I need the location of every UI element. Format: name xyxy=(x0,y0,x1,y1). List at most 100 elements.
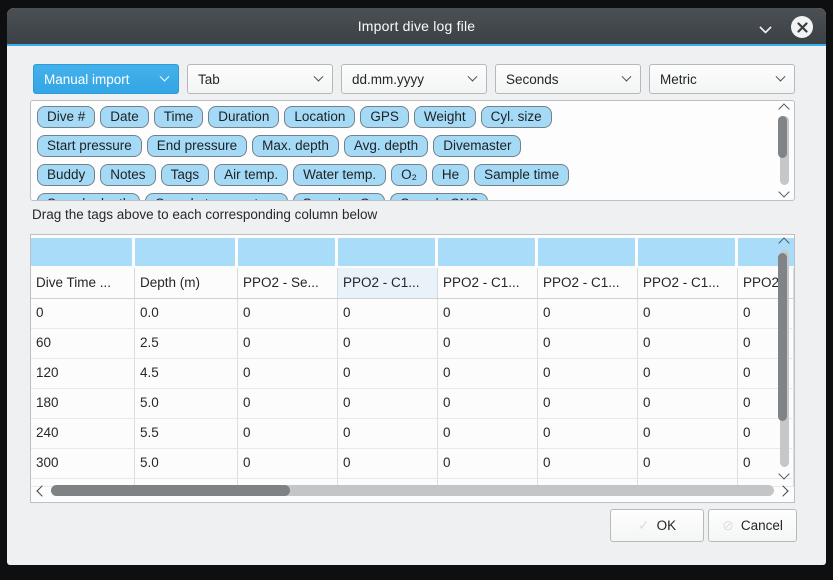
table-horizontal-scrollbar[interactable] xyxy=(35,482,790,499)
scroll-up-icon[interactable] xyxy=(778,237,790,249)
table-cell: 0 xyxy=(638,329,738,358)
table-cell: 0 xyxy=(238,389,338,418)
table-cell: 0 xyxy=(438,449,538,478)
date-format-dropdown[interactable]: dd.mm.yyyy xyxy=(341,64,487,94)
shade-window-icon[interactable] xyxy=(759,21,772,34)
close-button[interactable] xyxy=(791,16,813,38)
table-cell xyxy=(31,479,135,486)
tag-notes[interactable]: Notes xyxy=(100,164,156,186)
table-cell: 0 xyxy=(338,389,438,418)
table-cell: 0 xyxy=(338,299,438,328)
dropdown-value: Tab xyxy=(198,71,220,87)
table-cell: 0 xyxy=(238,299,338,328)
dropdown-value: dd.mm.yyyy xyxy=(352,71,425,87)
ok-button[interactable]: ✓ OK xyxy=(610,509,704,542)
scroll-up-icon[interactable] xyxy=(778,103,790,115)
table-cell: 0 xyxy=(738,299,794,328)
tag-end-pressure[interactable]: End pressure xyxy=(146,135,248,157)
column-header: PPO2 xyxy=(738,268,794,298)
table-cell: 120 xyxy=(31,359,135,388)
table-cell: 0.0 xyxy=(135,299,238,328)
import-mode-dropdown[interactable]: Manual import xyxy=(33,64,179,94)
drop-target-column-6[interactable] xyxy=(638,238,735,266)
table-cell xyxy=(438,479,538,486)
tag-sample-depth[interactable]: Sample depth xyxy=(37,193,141,200)
tag-buddy[interactable]: Buddy xyxy=(37,164,96,186)
table-cell: 0 xyxy=(738,419,794,448)
table-cell: 0 xyxy=(638,299,738,328)
table-cell: 0 xyxy=(738,389,794,418)
tag-sample-cns[interactable]: Sample CNS xyxy=(390,193,489,200)
import-dive-log-dialog: Import dive log file Manual import Tab d… xyxy=(7,8,826,565)
tag-rows: Dive # Date Time Duration Location GPS Weight C… xyxy=(35,104,774,200)
tag-avg-depth[interactable]: Avg. depth xyxy=(343,135,429,157)
scrollbar-thumb[interactable] xyxy=(51,485,290,496)
table-row: 0 0.0 0 0 0 0 0 0 xyxy=(31,299,794,329)
table-cell: 240 xyxy=(31,419,135,448)
tag-weight[interactable]: Weight xyxy=(413,106,476,128)
table-row: 240 5.5 0 0 0 0 0 0 xyxy=(31,419,794,449)
table-cell: 180 xyxy=(31,389,135,418)
tag-he[interactable]: He xyxy=(431,164,470,186)
scroll-down-icon[interactable] xyxy=(778,468,790,480)
tag-start-pressure[interactable]: Start pressure xyxy=(37,135,142,157)
drop-target-column-1[interactable] xyxy=(135,238,235,266)
tag-date[interactable]: Date xyxy=(100,106,149,128)
ok-button-label: OK xyxy=(656,518,677,533)
table-cell: 60 xyxy=(31,329,135,358)
dropdown-value: Manual import xyxy=(44,71,130,87)
drop-target-column-0[interactable] xyxy=(31,238,132,266)
tag-tags[interactable]: Tags xyxy=(160,164,210,186)
table-cell: 300 xyxy=(31,449,135,478)
scrollbar-thumb[interactable] xyxy=(778,253,787,421)
column-header: PPO2 - Se... xyxy=(238,268,338,298)
tag-air-temp-[interactable]: Air temp. xyxy=(214,164,289,186)
titlebar: Import dive log file xyxy=(7,8,826,46)
drop-target-column-5[interactable] xyxy=(538,238,635,266)
tag-sample-time[interactable]: Sample time xyxy=(474,164,570,186)
table-cell: 0 xyxy=(238,359,338,388)
tag-cyl-size[interactable]: Cyl. size xyxy=(480,106,552,128)
table-cell: 4.5 xyxy=(135,359,238,388)
tag-location[interactable]: Location xyxy=(284,106,356,128)
tag-row: Start pressure End pressure Max. depth Avg.… xyxy=(35,133,774,162)
tag-duration[interactable]: Duration xyxy=(208,106,280,128)
cancel-button[interactable]: ⊘ Cancel xyxy=(708,509,797,542)
tag-sample-po-[interactable]: Sample pO₂ xyxy=(292,193,386,200)
ok-check-icon: ✓ xyxy=(637,517,650,533)
tag-sample-temperature[interactable]: Sample temperature xyxy=(145,193,288,200)
tag-o-[interactable]: O₂ xyxy=(391,164,427,186)
table-vertical-scrollbar[interactable] xyxy=(778,237,792,480)
table-cell: 0 xyxy=(538,359,638,388)
tag-divemaster[interactable]: Divemaster xyxy=(433,135,522,157)
scroll-left-icon[interactable] xyxy=(36,485,48,497)
table-cell: 0 xyxy=(538,299,638,328)
scrollbar-track[interactable] xyxy=(51,485,774,496)
scrollbar-thumb[interactable] xyxy=(778,116,787,158)
drop-target-column-3[interactable] xyxy=(338,238,435,266)
tag-max-depth[interactable]: Max. depth xyxy=(252,135,339,157)
scroll-down-icon[interactable] xyxy=(778,186,790,198)
drop-target-column-4[interactable] xyxy=(438,238,535,266)
tag-pool-scrollbar[interactable] xyxy=(778,103,791,198)
tag-dive-[interactable]: Dive # xyxy=(37,106,96,128)
field-separator-dropdown[interactable]: Tab xyxy=(187,64,333,94)
chevron-down-icon xyxy=(621,71,632,82)
table-cell: 0 xyxy=(438,419,538,448)
table-cell: 5.5 xyxy=(135,419,238,448)
units-dropdown[interactable]: Metric xyxy=(649,64,795,94)
window-title: Import dive log file xyxy=(357,18,476,34)
tag-time[interactable]: Time xyxy=(153,106,204,128)
tag-water-temp-[interactable]: Water temp. xyxy=(293,164,387,186)
table-row: 120 4.5 0 0 0 0 0 0 xyxy=(31,359,794,389)
drop-target-column-2[interactable] xyxy=(238,238,335,266)
tag-gps[interactable]: GPS xyxy=(360,106,409,128)
scroll-right-icon[interactable] xyxy=(777,485,789,497)
table-cell: 0 xyxy=(238,419,338,448)
table-cell: 0 xyxy=(738,449,794,478)
table-cell: 0 xyxy=(638,389,738,418)
table-cell: 0 xyxy=(538,329,638,358)
duration-format-dropdown[interactable]: Seconds xyxy=(495,64,641,94)
dropdown-value: Seconds xyxy=(506,71,559,87)
column-header: PPO2 - C1... xyxy=(438,268,538,298)
